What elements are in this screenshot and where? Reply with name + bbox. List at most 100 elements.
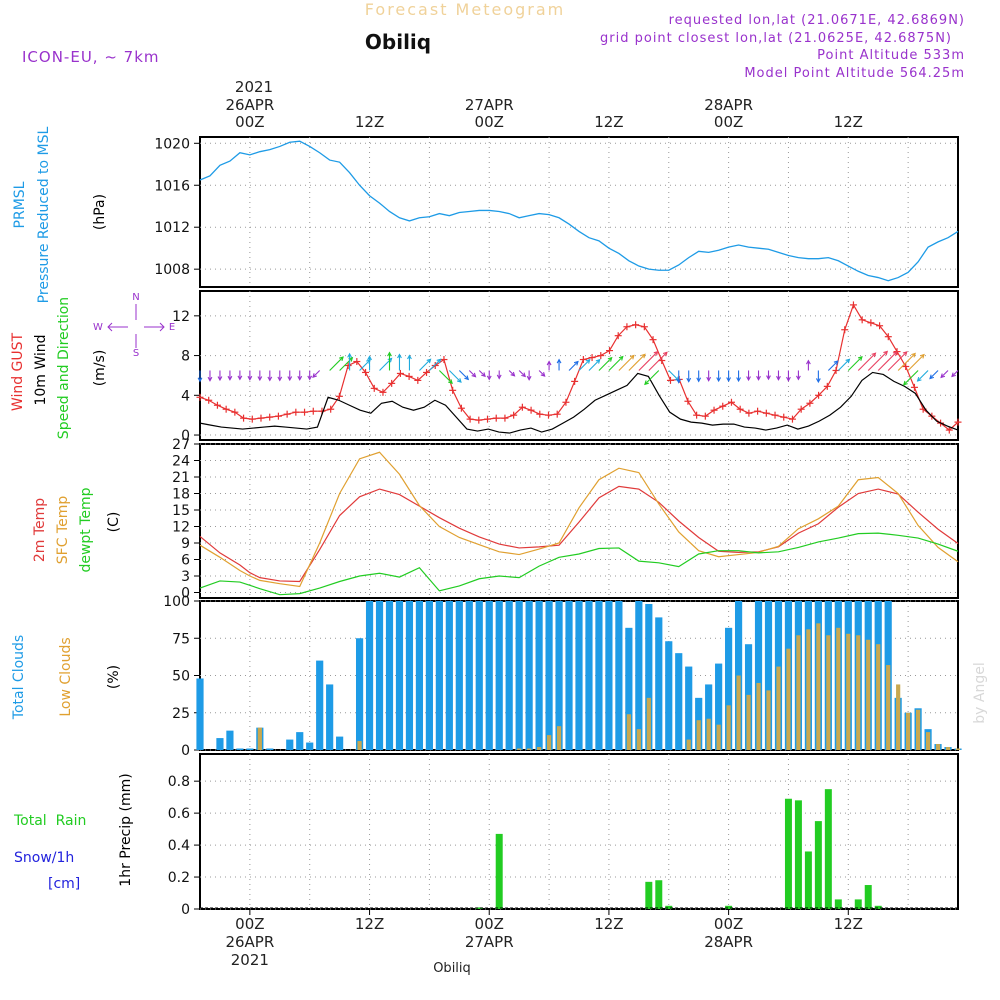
gust-marker (806, 399, 814, 407)
gust-marker (858, 316, 866, 324)
wind-arrow (588, 358, 601, 371)
total-cloud-bar (286, 739, 294, 750)
wind-arrow (786, 370, 791, 382)
low-cloud-bar (746, 694, 751, 750)
rain-bar (834, 899, 842, 909)
wind-arrow-head (207, 376, 213, 382)
low-cloud-bar (866, 639, 871, 750)
wind-arrow-head (940, 373, 946, 379)
bottom-year-label: 2021 (231, 951, 269, 969)
wind-arrow-head (546, 360, 552, 366)
wind-arrow (726, 370, 732, 383)
wind-arrow-head (726, 377, 732, 383)
wind-arrow-shaft (448, 370, 462, 383)
wind-arrow-shaft (429, 358, 441, 371)
low-cloud-bar (756, 682, 761, 750)
point-altitude: Point Altitude 533m (817, 48, 965, 63)
wind-arrow (907, 353, 925, 371)
gust-marker (632, 321, 640, 329)
gust-marker (649, 336, 657, 344)
total-cloud-bar (485, 601, 493, 750)
pressure-legend: PRMSL Pressure Reduced to MSL (hPa) (12, 126, 108, 303)
wind-arrow (307, 370, 313, 381)
wind-arrow-head (521, 372, 526, 378)
wind-arrow-head (607, 356, 613, 362)
gust-marker (518, 403, 526, 411)
gust-marker (788, 415, 796, 423)
chart-title: Forecast Meteogram (365, 0, 565, 19)
panel-frame (199, 443, 959, 599)
wind-arrow (237, 370, 243, 381)
y-tick-label: 1008 (154, 262, 190, 278)
total-cloud-bar (635, 601, 643, 750)
wind-arrow (796, 370, 801, 381)
wind-arrow (648, 351, 668, 371)
wind-arrow-head (573, 360, 579, 366)
gust-marker (754, 407, 762, 415)
y-tick-label: 25 (172, 706, 190, 722)
panel-4: 0 25 50 75 100 (163, 594, 962, 759)
grid-point-coords: grid point closest lon,lat (21.0625E, 42… (600, 31, 952, 46)
wind-arrow-head (307, 375, 313, 381)
requested-coords: requested lon,lat (21.0671E, 42.6869N) (669, 13, 965, 28)
snow-legend: Snow/1h (14, 850, 74, 866)
total-cloud-bar (455, 601, 463, 750)
wind-arrow-shaft (638, 351, 659, 371)
wind-arrow-shaft (478, 370, 486, 377)
wind-arrow-head (911, 352, 916, 358)
wind-arrow-head (287, 376, 293, 382)
wind-arrow (312, 370, 321, 378)
gust-marker (579, 356, 587, 364)
gust-marker (693, 411, 701, 419)
wind-arrow (696, 370, 702, 383)
low-cloud-bar (816, 623, 821, 750)
gust-marker (666, 376, 674, 384)
total-cloud-bar (326, 684, 334, 750)
gust-marker (466, 415, 474, 423)
gust-marker (815, 391, 823, 399)
gust-marker (414, 376, 422, 384)
bottom-time-label: 00Z (475, 915, 504, 933)
wind-arrow-head (526, 375, 532, 381)
cloud-unit: (%) (106, 665, 122, 689)
gust-marker (510, 411, 518, 419)
bottom-date-label: 27APR (465, 933, 514, 951)
low-cloud-bar (856, 635, 861, 750)
wind-arrow (556, 358, 562, 371)
total-cloud-bar (306, 742, 314, 750)
wind-arrow (847, 356, 863, 371)
gust-marker (727, 398, 735, 406)
gust-marker (684, 397, 692, 405)
wind-arrow-shaft (867, 351, 888, 371)
wind-arrow (257, 370, 263, 382)
wind-arrow-head (766, 375, 771, 381)
wind-arrow-head (796, 375, 801, 381)
bottom-time-label: 00Z (235, 915, 264, 933)
bottom-time-label: 12Z (834, 915, 863, 933)
wind-arrow-head (277, 376, 283, 382)
wind-arrow-head (339, 356, 344, 362)
gust-marker (945, 426, 953, 434)
wind-arrow (546, 360, 552, 371)
wind-arrow-head (556, 358, 562, 364)
rain-bar (495, 833, 503, 909)
wind-arrow-head (595, 358, 601, 364)
gust-marker (257, 414, 265, 422)
rain-bar (804, 851, 812, 909)
wind-arrow (508, 370, 516, 377)
y-tick-label: 4 (181, 388, 190, 404)
gust-marker (719, 402, 727, 410)
wind-arrow-shaft (857, 352, 876, 371)
y-tick-label: 12 (172, 309, 190, 325)
wind-arrow-head (486, 375, 492, 381)
wind-arrow-head (448, 379, 453, 385)
wind-arrow-head (902, 380, 908, 386)
wind-arrow-head (640, 353, 646, 359)
gust-marker (876, 322, 884, 330)
wind-arrow-head (540, 372, 546, 377)
wind-arrow-head (706, 376, 712, 382)
wind-arrow (644, 370, 660, 386)
low-cloud-bar (955, 748, 961, 750)
wind-arrow-shaft (508, 370, 515, 377)
